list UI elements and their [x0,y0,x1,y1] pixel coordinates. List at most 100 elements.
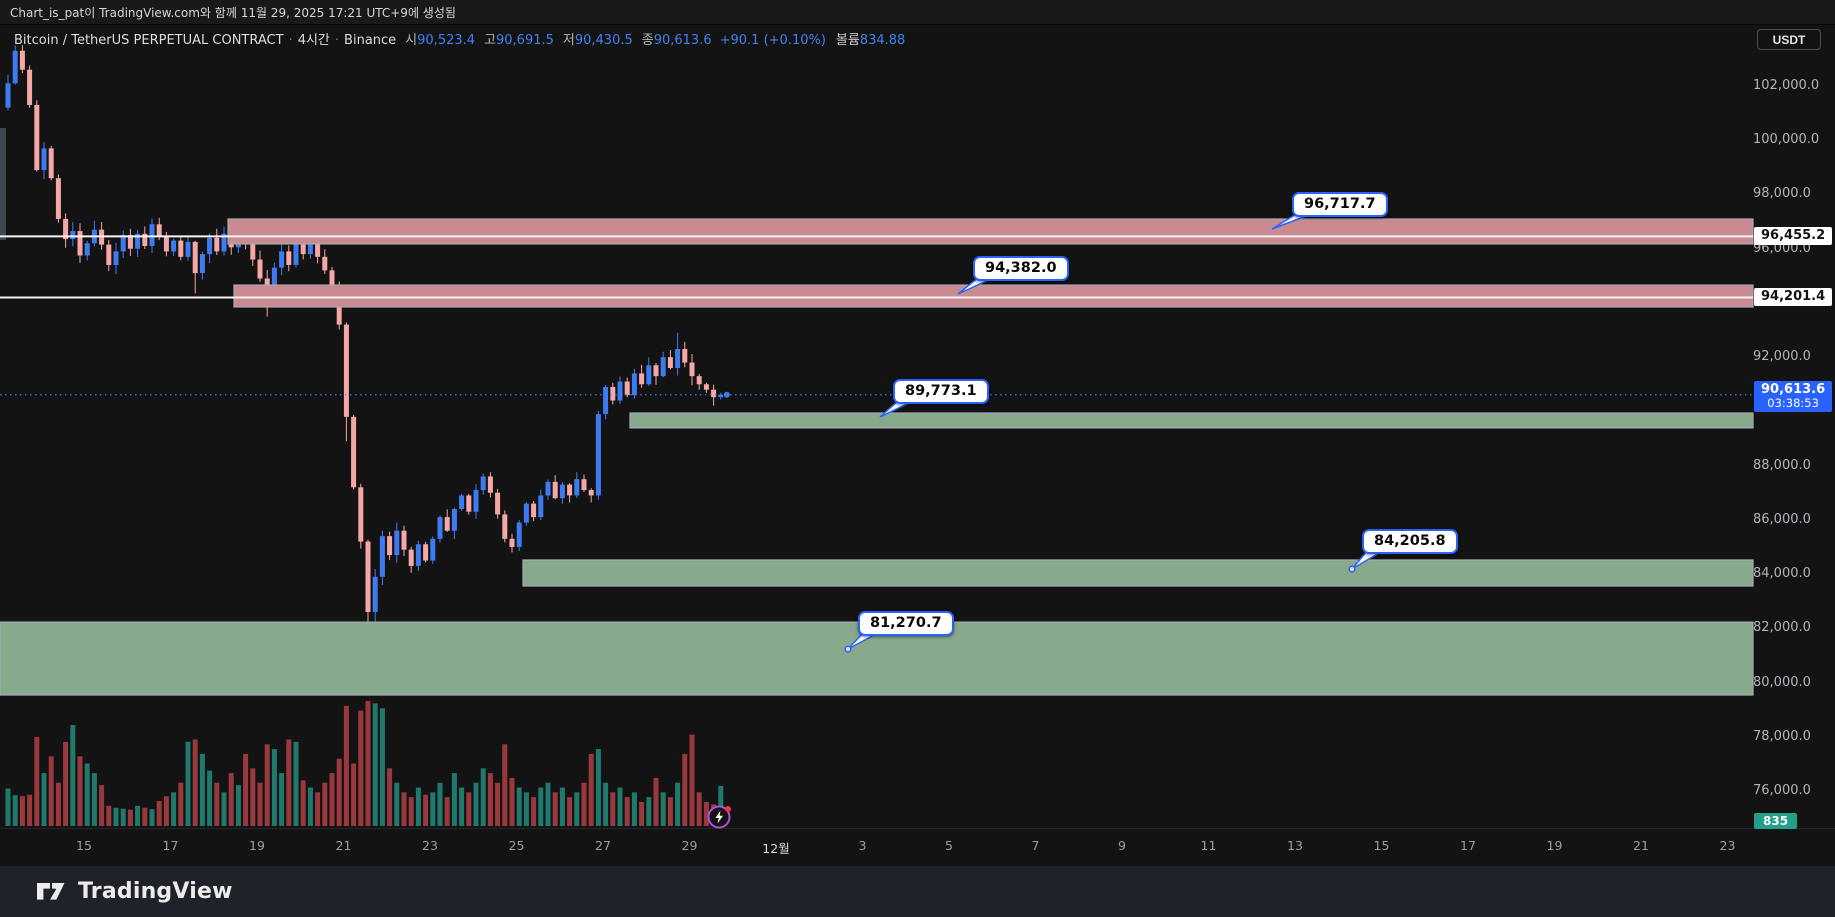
candle-body [631,373,637,396]
volume-bar [574,792,580,826]
volume-bar [279,773,285,826]
candle-body [588,490,594,496]
candle-body [185,241,191,257]
candle-body [459,495,465,510]
candle-body [394,530,400,556]
time-axis-tick: 19 [249,838,265,853]
volume-bar [27,794,33,826]
candle-body [523,503,529,523]
legend-separator: · [334,33,340,48]
volume-bar [271,749,277,826]
callout-anchor-dot [844,645,852,653]
volume-bar [624,797,630,826]
candle-body [70,231,76,240]
tradingview-brand-text[interactable]: TradingView [78,879,233,904]
candle-body [142,233,148,246]
candle-body [552,481,558,499]
candle-body [538,495,544,518]
timeframe-label[interactable]: 4시간 [297,33,330,48]
candle-body [408,549,414,566]
volume-bar [163,796,169,826]
candle-body [624,381,630,396]
candle-body [84,243,90,256]
price-callout-897731[interactable]: 89,773.1 [893,379,989,404]
price-callout-812707[interactable]: 81,270.7 [858,611,954,636]
tradingview-logo-icon[interactable] [36,882,66,902]
time-axis[interactable]: 15 17 19 21 23 25 27 29 12월 3 5 7 9 11 13 15 17 19 21 23 [0,828,1835,867]
symbol-title[interactable]: Bitcoin / TetherUS PERPETUAL CONTRACT [14,33,284,48]
volume-bar [423,794,429,826]
volume-bar [264,744,270,826]
volume-bar [646,797,652,826]
price-callout-943820[interactable]: 94,382.0 [973,256,1069,281]
volume-bar [430,792,436,826]
demand-zone-1[interactable] [629,412,1754,429]
time-axis-tick: 23 [1719,838,1736,853]
volume-bar [250,768,256,826]
candle-body [675,349,681,369]
candle-body [250,243,256,260]
time-axis-tick: 3 [858,838,867,853]
demand-zone-2[interactable] [522,559,1754,587]
volume-bar [682,753,688,826]
volume-bar [70,725,76,826]
volume-bar [120,808,126,826]
candle-body [401,530,407,550]
volume-bar [84,763,90,826]
volume-bar [610,792,616,826]
chart-legend[interactable]: Bitcoin / TetherUS PERPETUAL CONTRACT · 4시… [14,29,905,48]
candle-body [502,514,508,539]
candle-body [351,416,357,488]
ohlc-key: 시 [405,33,418,48]
supply-zone-1[interactable] [227,218,1754,245]
candle-body [703,384,709,390]
exchange-label[interactable]: Binance [344,33,397,48]
lightning-alert-icon[interactable] [706,803,733,830]
candle-body [41,148,47,171]
volume-bar [293,741,299,826]
candle-body [156,224,162,237]
attribution-bar: Chart_is_pat이 TradingView.com와 함께 11월 29… [0,0,1835,25]
price-axis-tick: 82,000.0 [1753,620,1811,636]
candle-body [279,251,285,268]
candle-body [192,241,198,274]
volume-bar [667,797,673,826]
volume-bar [631,792,637,826]
hline-price-label: 96,455.2 [1754,227,1833,246]
candle-body [451,509,457,531]
candle-body [135,233,141,249]
chart-canvas[interactable] [0,24,1835,866]
volume-bar [379,708,385,826]
volume-bar [523,792,529,826]
volume-bar [199,753,205,826]
candle-body [163,236,169,252]
volume-bar [603,782,609,826]
supply-zone-2[interactable] [233,284,1754,308]
volume-bar [415,787,421,826]
volume-bar [639,801,645,826]
time-axis-tick: 19 [1546,838,1563,853]
currency-unit-button[interactable]: USDT [1757,29,1821,50]
volume-bar [365,701,371,826]
volume-bar [502,744,508,826]
volume-bar [509,777,515,826]
price-callout-842058[interactable]: 84,205.8 [1362,529,1458,554]
volume-bar [135,805,141,826]
candle-body [444,517,450,531]
candle-body [307,243,313,255]
volume-bar [91,773,97,826]
volume-bar [12,795,18,826]
volume-bar [99,785,105,826]
volume-bar [567,797,573,826]
volume-bar [329,773,335,826]
volume-bar [581,782,587,826]
bar-countdown: 03:38:53 [1767,395,1819,410]
time-axis-tick: 5 [945,838,953,853]
volume-bar [221,792,227,826]
time-axis-tick: 29 [681,838,698,853]
volume-bar [459,787,465,826]
volume-bar [113,807,119,826]
price-axis[interactable]: 102,000.0 100,000.0 98,000.0 96,000.0 92,000… [1753,24,1835,829]
price-callout-967177[interactable]: 96,717.7 [1292,192,1388,217]
